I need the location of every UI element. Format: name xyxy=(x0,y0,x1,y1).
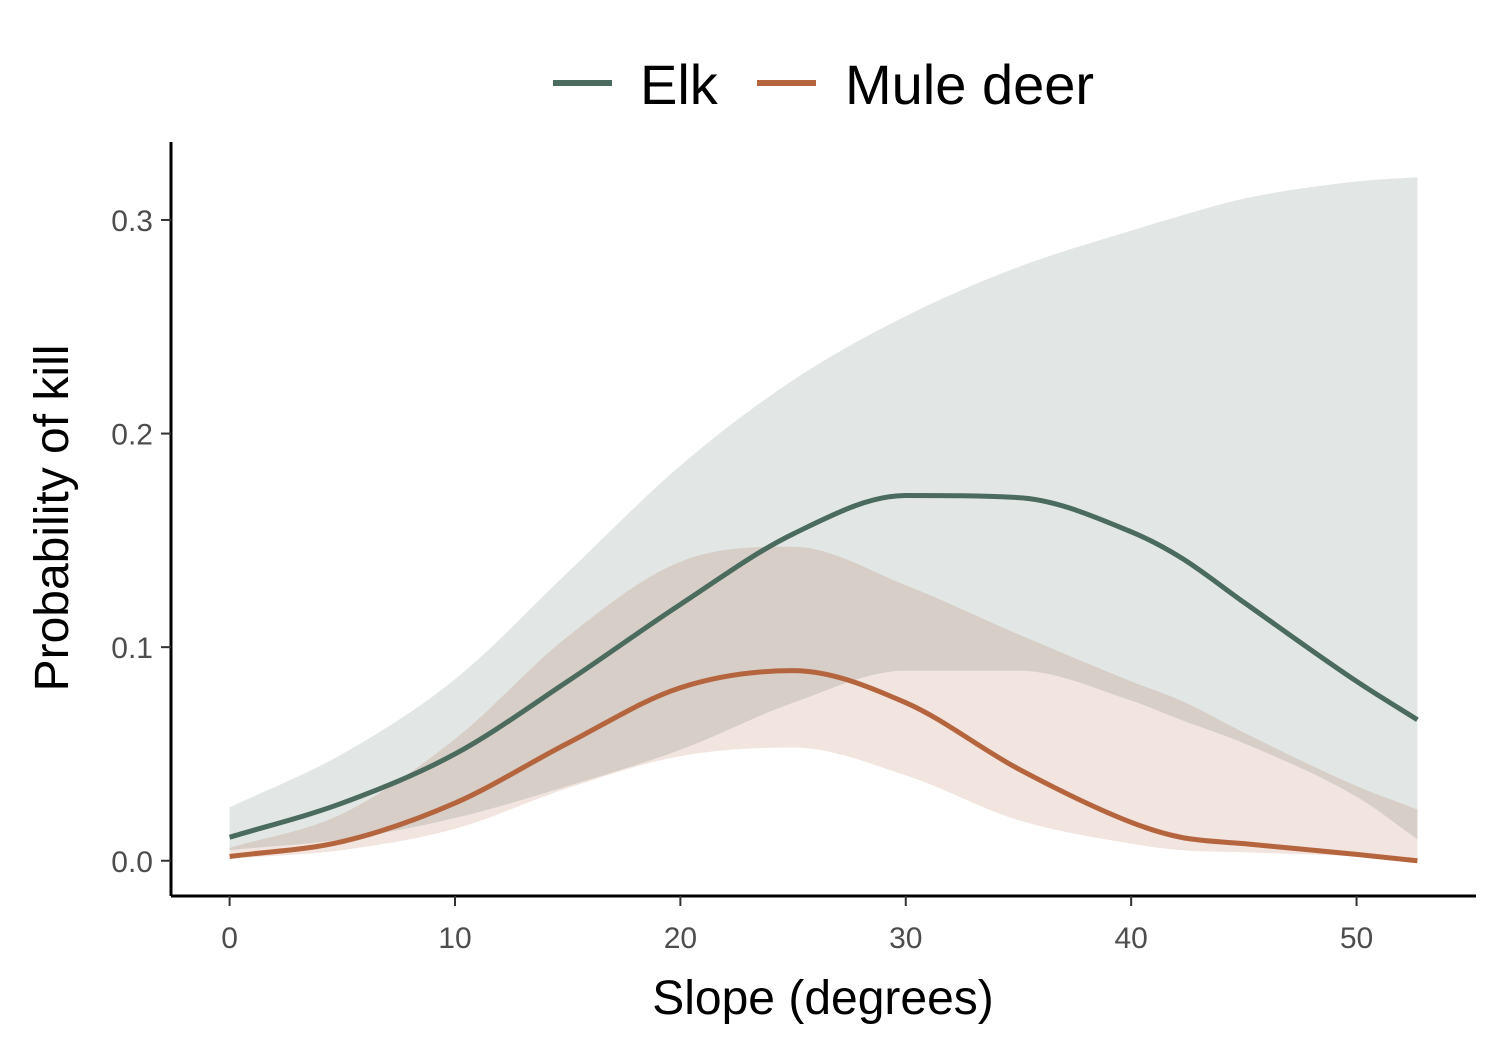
legend-label-elk: Elk xyxy=(640,53,719,116)
y-tick-label: 0.2 xyxy=(111,419,153,452)
legend-label-mule-deer: Mule deer xyxy=(845,53,1094,116)
y-tick-label: 0.0 xyxy=(111,846,153,879)
x-tick-label: 10 xyxy=(438,922,471,955)
series-lines xyxy=(228,493,1419,864)
x-tick-label: 40 xyxy=(1114,922,1147,955)
y-tick-label: 0.3 xyxy=(111,205,153,238)
x-tick-label: 30 xyxy=(889,922,922,955)
x-ticks: 0 10 20 30 40 50 xyxy=(221,896,1373,955)
band-mule-deer xyxy=(229,546,1418,861)
x-axis-title: Slope (degrees) xyxy=(652,972,994,1025)
line-mule-deer xyxy=(229,668,1418,864)
x-tick-label: 0 xyxy=(221,922,238,955)
y-axis-title: Probability of kill xyxy=(26,345,79,692)
y-tick-label: 0.1 xyxy=(111,632,153,665)
x-tick-label: 50 xyxy=(1340,922,1373,955)
x-tick-label: 20 xyxy=(664,922,697,955)
line-elk xyxy=(228,493,1419,840)
axes xyxy=(169,142,1476,898)
y-ticks: 0.0 0.1 0.2 0.3 xyxy=(111,205,171,879)
legend: Elk Mule deer xyxy=(553,53,1094,116)
confidence-bands xyxy=(229,177,1418,861)
